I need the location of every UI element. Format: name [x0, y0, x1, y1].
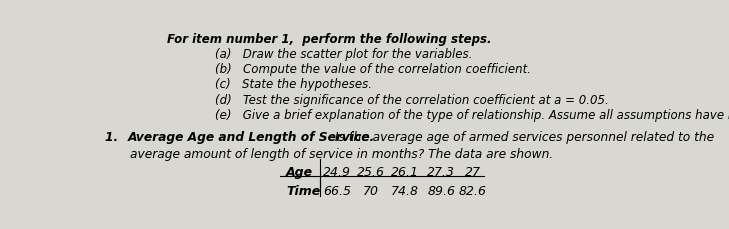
Text: 25.6: 25.6: [356, 166, 385, 179]
Text: For item number 1,  perform the following steps.: For item number 1, perform the following…: [168, 33, 492, 46]
Text: (a)   Draw the scatter plot for the variables.: (a) Draw the scatter plot for the variab…: [216, 48, 473, 61]
Text: Time: Time: [286, 185, 320, 198]
Text: 89.6: 89.6: [427, 185, 456, 198]
Text: 26.1: 26.1: [391, 166, 418, 179]
Text: 24.9: 24.9: [323, 166, 351, 179]
Text: (b)   Compute the value of the correlation coefficient.: (b) Compute the value of the correlation…: [216, 63, 531, 76]
Text: (c)   State the hypotheses.: (c) State the hypotheses.: [216, 78, 373, 91]
Text: (d)   Test the significance of the correlation coefficient at a = 0.05.: (d) Test the significance of the correla…: [216, 94, 609, 107]
Text: Is the average age of armed services personnel related to the: Is the average age of armed services per…: [331, 131, 714, 144]
Text: Age: Age: [286, 166, 313, 179]
Text: 74.8: 74.8: [391, 185, 418, 198]
Text: 27: 27: [464, 166, 480, 179]
Text: 82.6: 82.6: [459, 185, 486, 198]
Text: 1.: 1.: [105, 131, 127, 144]
Text: 27.3: 27.3: [427, 166, 456, 179]
Text: (e)   Give a brief explanation of the type of relationship. Assume all assumptio: (e) Give a brief explanation of the type…: [216, 109, 729, 123]
Text: average amount of length of service in months? The data are shown.: average amount of length of service in m…: [130, 148, 553, 161]
Text: 66.5: 66.5: [323, 185, 351, 198]
Text: 70: 70: [363, 185, 379, 198]
Text: Average Age and Length of Service.: Average Age and Length of Service.: [128, 131, 375, 144]
